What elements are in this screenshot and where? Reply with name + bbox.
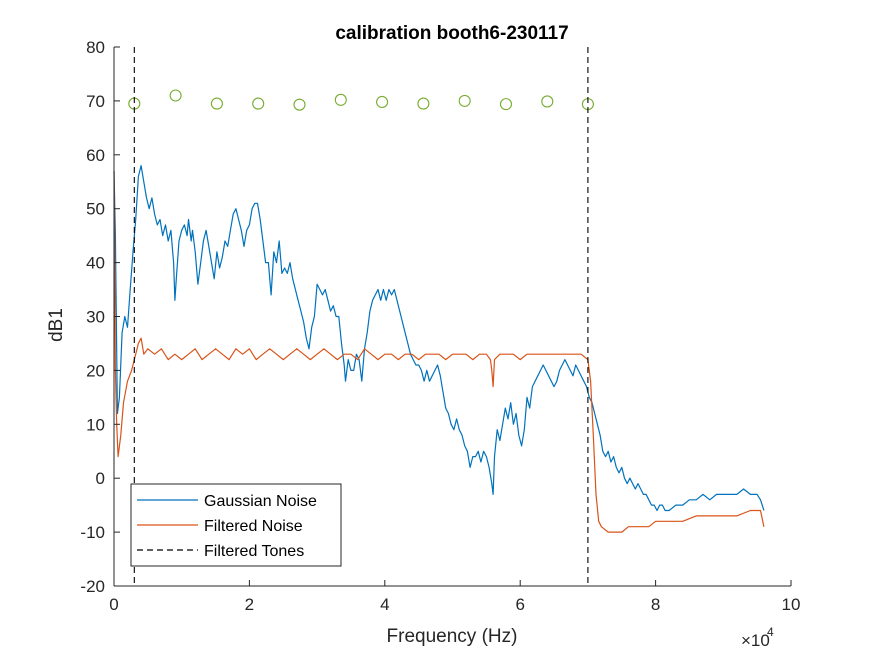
series-line-gaussian-noise	[113, 165, 765, 512]
x-tick-label-2: 2	[245, 595, 254, 614]
marker-layer	[128, 89, 594, 111]
tone-marker-9	[458, 94, 471, 107]
x-tick-label-4: 4	[380, 595, 389, 614]
legend: Gaussian Noise Filtered Noise Filtered T…	[130, 483, 342, 567]
legend-label-filtered-noise: Filtered Noise	[204, 518, 303, 535]
ticks: 0 2 4 6 8 10 -20 -10 0 10 20 30 40 50 60 70 80	[80, 38, 800, 614]
tone-marker-7	[376, 95, 389, 109]
legend-label-gaussian-noise: Gaussian Noise	[204, 493, 317, 510]
tone-marker-2	[169, 89, 182, 102]
tone-marker-8	[417, 97, 430, 110]
x-tick-label-10: 10	[782, 595, 801, 614]
tone-marker-5	[293, 98, 306, 111]
tone-marker-6	[334, 93, 347, 106]
y-tick-label-60: 60	[86, 146, 105, 165]
y-tick-label-30: 30	[86, 308, 105, 327]
tone-marker-4	[252, 97, 265, 110]
tone-marker-3	[210, 97, 223, 110]
series-line-filtered-noise	[113, 170, 765, 533]
x-tick-label-0: 0	[109, 595, 118, 614]
y-axis-label: dB1	[46, 308, 67, 342]
x-tick-label-6: 6	[515, 595, 524, 614]
x-exponent-label: ×10 4	[741, 625, 774, 650]
y-tick-label-0: 0	[96, 469, 105, 488]
y-tick-label-50: 50	[86, 200, 105, 219]
y-tick-label-70: 70	[86, 92, 105, 111]
x-exponent-base: ×10	[741, 631, 770, 650]
chart-title: calibration booth6-230117	[335, 23, 568, 44]
y-tick-label-10: 10	[86, 415, 105, 434]
y-tick-label-40: 40	[86, 254, 105, 273]
tone-marker-11	[541, 95, 554, 108]
x-exponent-power: 4	[767, 625, 774, 639]
y-tick-label--10: -10	[80, 523, 105, 542]
y-tick-label-80: 80	[86, 38, 105, 57]
y-tick-label--20: -20	[80, 577, 105, 596]
x-tick-label-8: 8	[651, 595, 660, 614]
y-tick-label-20: 20	[86, 361, 105, 380]
x-axis-label: Frequency (Hz)	[387, 626, 518, 647]
legend-label-filtered-tones: Filtered Tones	[204, 543, 304, 560]
tone-marker-10	[499, 98, 513, 111]
series-layer	[113, 165, 765, 533]
